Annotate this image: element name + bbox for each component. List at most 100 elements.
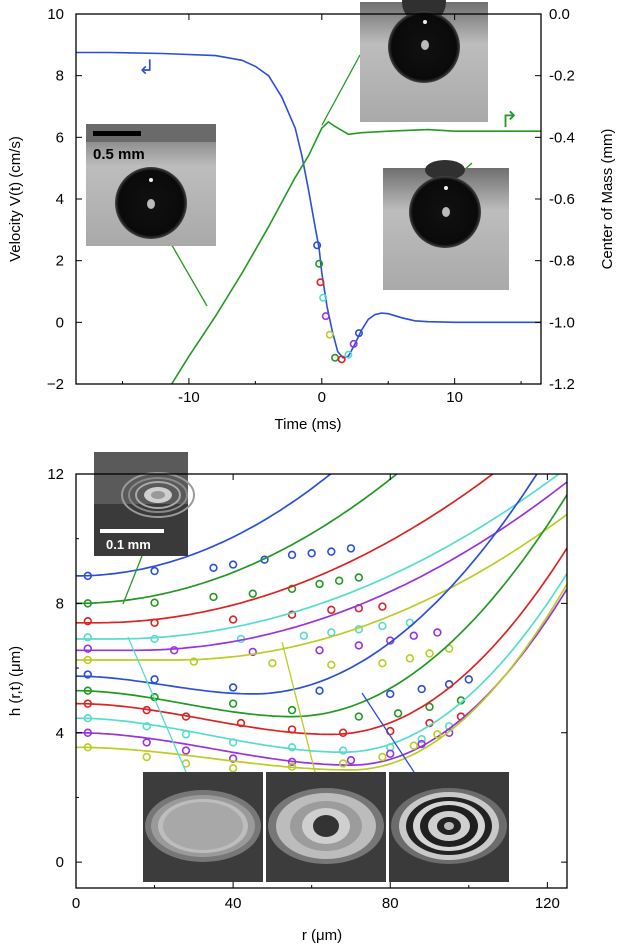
data-point-marker	[83, 686, 92, 695]
data-point-marker	[228, 560, 238, 569]
data-point-marker	[228, 683, 238, 692]
data-point-marker	[209, 592, 218, 602]
data-point-marker	[83, 713, 92, 723]
data-point-marker	[425, 649, 434, 658]
data-point-marker	[181, 730, 191, 739]
data-point-marker	[83, 670, 92, 679]
data-point-marker	[170, 646, 179, 655]
data-point-marker	[319, 293, 328, 302]
y-tick-label-left: 10	[47, 6, 64, 23]
data-point-marker	[316, 278, 325, 287]
data-point-marker	[334, 576, 344, 585]
data-point-marker	[142, 738, 151, 747]
data-point-marker	[425, 702, 434, 712]
interference-inset-image	[266, 772, 386, 882]
data-point-marker	[327, 628, 336, 637]
data-point-marker	[354, 573, 364, 582]
interference-inset-image: 0.1 mm	[94, 452, 195, 556]
data-point-marker	[417, 735, 426, 744]
data-point-marker	[150, 692, 159, 702]
data-point-marker	[338, 759, 348, 768]
data-point-marker	[327, 547, 336, 556]
data-point-marker	[354, 329, 363, 338]
data-point-marker	[287, 610, 297, 619]
height-profile-line	[76, 481, 567, 652]
data-point-marker	[378, 659, 387, 668]
data-point-marker	[349, 339, 358, 348]
data-point-marker	[327, 660, 336, 670]
droplet-inset-image: 0.5 mm	[86, 124, 216, 246]
droplet-inset-image	[383, 160, 509, 290]
series-line	[76, 51, 541, 359]
y-tick-label-right: -0.2	[549, 68, 575, 85]
data-point-marker	[150, 566, 159, 576]
height-profile-line	[76, 474, 399, 605]
data-point-marker	[315, 646, 324, 655]
series-line	[171, 120, 541, 384]
data-point-marker	[228, 615, 238, 624]
y-tick-label-right: 0.0	[549, 6, 570, 23]
y-tick-label: 4	[56, 725, 64, 742]
y-tick-label-right: -1.0	[549, 314, 575, 331]
y-tick-label-left: 4	[56, 191, 64, 208]
data-point-marker	[236, 718, 246, 728]
data-point-marker	[409, 631, 419, 640]
scale-bar	[100, 529, 164, 533]
y-axis-label-right: Center of Mass (mm)	[599, 129, 616, 270]
data-point-marker	[287, 762, 297, 771]
data-point-marker	[464, 675, 473, 684]
data-point-marker	[83, 728, 92, 737]
data-point-marker	[405, 654, 415, 663]
x-tick-label: 10	[446, 389, 463, 406]
bottom-series-layer	[76, 474, 567, 773]
data-point-marker	[325, 330, 334, 339]
data-point-marker	[327, 605, 336, 615]
inset-leader-line	[281, 641, 316, 773]
top-axis-ticks: -10 0 10 10 8 6 4 2 0 −2 0.0 -0.2 -0.4 -0.6 -0.8 -1.0 -1…	[47, 6, 575, 406]
data-point-marker	[338, 728, 348, 737]
y-axis-label: h (r,t) (μm)	[7, 646, 24, 716]
y-tick-label-left: 2	[56, 253, 64, 270]
droplet-inset-image	[360, 0, 488, 122]
y-tick-label-left: −2	[47, 376, 64, 393]
x-axis-label: r (μm)	[302, 927, 342, 944]
data-point-marker	[287, 743, 297, 752]
left-axis-arrow-icon: ↲	[138, 57, 155, 79]
data-point-marker	[287, 550, 297, 560]
data-point-marker	[409, 741, 419, 750]
y-tick-label: 8	[56, 595, 64, 612]
x-tick-label: 80	[382, 895, 399, 912]
inset-leader-line	[361, 692, 415, 773]
data-point-marker	[417, 684, 426, 694]
data-point-marker	[315, 579, 324, 589]
data-point-marker	[331, 353, 340, 362]
data-point-marker	[315, 259, 324, 268]
scale-bar-label: 0.5 mm	[93, 146, 145, 163]
data-point-marker	[287, 725, 297, 734]
inset-leader-line	[122, 555, 143, 605]
data-point-marker	[83, 633, 92, 642]
scale-bar-label: 0.1 mm	[106, 537, 151, 552]
data-point-marker	[313, 241, 322, 250]
inset-leader-line	[127, 636, 187, 773]
height-profile-line	[76, 573, 567, 754]
y-tick-label-right: -0.8	[549, 253, 575, 270]
data-point-marker	[181, 712, 191, 721]
inset-leader-line	[321, 54, 361, 126]
data-point-marker	[354, 712, 364, 721]
data-point-marker	[142, 722, 151, 731]
data-point-marker	[444, 728, 454, 737]
x-tick-label: 0	[318, 389, 326, 406]
data-point-marker	[299, 631, 309, 640]
data-point-marker	[83, 743, 92, 752]
right-axis-arrow-icon: ↱	[500, 107, 518, 132]
data-point-marker	[287, 584, 297, 594]
data-point-marker	[433, 628, 442, 637]
data-point-marker	[83, 616, 92, 626]
data-point-marker	[321, 312, 330, 321]
data-point-marker	[344, 350, 353, 359]
data-point-marker	[150, 598, 159, 607]
height-profile-line	[76, 474, 332, 577]
